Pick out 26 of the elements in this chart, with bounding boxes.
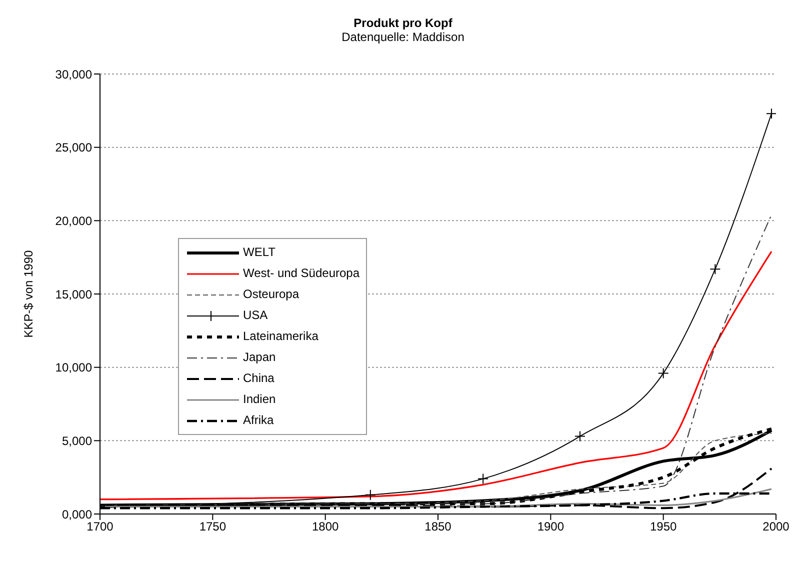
y-tick-label: 0,000 <box>62 507 92 522</box>
x-tick-label: 1850 <box>424 520 452 534</box>
chart-subtitle: Datenquelle: Maddison <box>340 30 466 44</box>
y-tick-label: 10,000 <box>55 360 92 375</box>
legend-label: Afrika <box>243 412 274 429</box>
legend-label: USA <box>243 307 268 324</box>
chart-title: Produkt pro Kopf <box>352 15 454 30</box>
x-tick-label: 1900 <box>537 520 564 534</box>
x-tick-label: 1750 <box>199 520 226 534</box>
legend-label: Indien <box>243 391 276 408</box>
y-tick-label: 15,000 <box>55 287 92 302</box>
x-tick-label: 2000 <box>762 520 790 534</box>
legend-label: China <box>243 370 274 387</box>
y-axis-title: KKP-$ von 1990 <box>21 250 36 338</box>
legend-label: Lateinamerika <box>243 328 318 345</box>
legend-label: West- und Südeuropa <box>243 265 360 282</box>
y-tick-label: 30,000 <box>55 67 92 82</box>
y-tick-label: 20,000 <box>55 214 92 228</box>
legend-label: WELT <box>243 244 276 261</box>
x-tick-label: 1950 <box>650 520 678 534</box>
y-tick-label: 25,000 <box>55 140 92 155</box>
x-tick-label: 1700 <box>86 520 114 534</box>
legend-label: Japan <box>243 349 276 366</box>
x-tick-label: 1800 <box>312 520 340 534</box>
legend-label: Osteuropa <box>243 286 300 303</box>
y-tick-label: 5,000 <box>62 434 92 448</box>
